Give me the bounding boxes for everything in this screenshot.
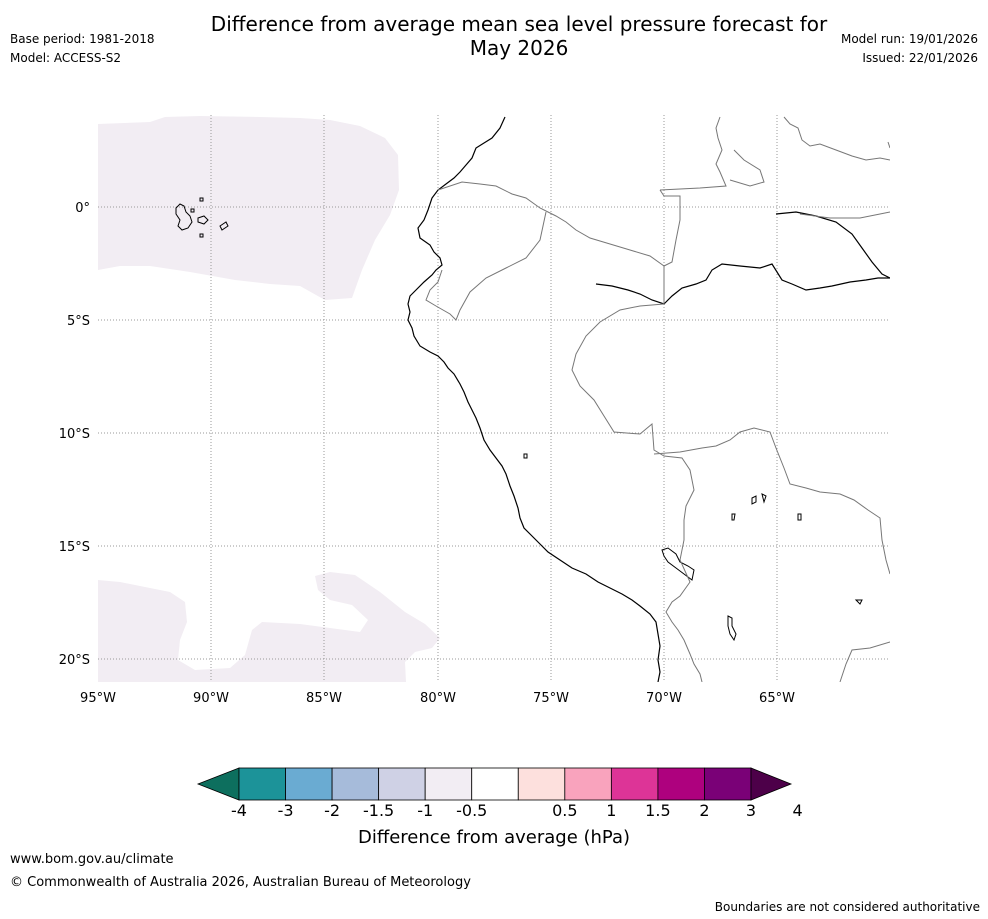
footer-url: www.bom.gov.au/climate (10, 852, 174, 867)
colorbar-tick-label: -3 (278, 801, 294, 820)
lat-label: 20°S (59, 653, 90, 668)
latitude-labels: 0° 5°S 10°S 15°S 20°S (59, 201, 90, 668)
small-lakes (523, 453, 863, 642)
gridlines (98, 115, 890, 682)
chart-title: Difference from average mean sea level p… (0, 12, 988, 60)
country-borders (425, 116, 890, 682)
colorbar-swatch (657, 767, 705, 801)
title-line-1: Difference from average mean sea level p… (210, 12, 828, 36)
colorbar-tick-label: -1.5 (363, 801, 394, 820)
model-run: Model run: 19/01/2026 (840, 32, 978, 46)
lat-label: 5°S (67, 314, 90, 329)
colorbar-extend-high (750, 767, 793, 801)
colorbar-swatch (610, 767, 659, 801)
lat-label: 0° (75, 201, 90, 216)
base-period: Base period: 1981-2018 (10, 32, 155, 46)
colorbar-tick-label: 0.5 (552, 801, 577, 820)
colorbar-swatch (471, 767, 519, 801)
colorbar-swatch (285, 767, 333, 801)
lon-label: 80°W (420, 691, 456, 706)
lon-label: 75°W (533, 691, 569, 706)
lon-label: 65°W (759, 691, 795, 706)
longitude-labels: 95°W 90°W 85°W 80°W 75°W 70°W 65°W (80, 691, 795, 706)
coastline (407, 116, 661, 682)
issued-date: Issued: 22/01/2026 (862, 51, 978, 65)
colorbar-swatch (238, 767, 286, 801)
colorbar-swatch (331, 767, 380, 801)
lat-label: 10°S (59, 427, 90, 442)
anomaly-region-north (98, 116, 399, 300)
lat-label: 15°S (59, 540, 90, 555)
colorbar-tick-label: 3 (746, 801, 756, 820)
colorbar-swatch (517, 767, 566, 801)
footer-disclaimer: Boundaries are not considered authoritat… (714, 900, 980, 914)
colorbar-title: Difference from average (hPa) (358, 827, 630, 848)
colorbar-tick-label: -4 (231, 801, 247, 820)
lon-label: 95°W (80, 691, 116, 706)
galapagos-islands (175, 197, 229, 238)
title-line-2: May 2026 (469, 36, 569, 60)
lon-label: 70°W (646, 691, 682, 706)
colorbar-tick-label: -0.5 (456, 801, 487, 820)
colorbar: -4 -3 -2 -1.5 -1 -0.5 0.5 1 1.5 2 3 4 Difference fro… (196, 767, 803, 848)
colorbar-swatch (424, 767, 473, 801)
colorbar-extend-low (196, 767, 240, 801)
colorbar-tick-label: 4 (792, 801, 802, 820)
colorbar-tick-label: -1 (417, 801, 433, 820)
map-area (98, 115, 890, 682)
colorbar-swatch (704, 767, 752, 801)
lon-label: 85°W (306, 691, 342, 706)
colorbar-swatch (564, 767, 612, 801)
colorbar-tick-label: 1.5 (645, 801, 670, 820)
model-name: Model: ACCESS-S2 (10, 51, 122, 65)
colorbar-tick-label: 2 (699, 801, 709, 820)
colorbar-tick-label: 1 (606, 801, 616, 820)
anomaly-region-south (98, 572, 440, 682)
lon-label: 90°W (193, 691, 229, 706)
colorbar-swatch (378, 767, 426, 801)
rio-negro (775, 211, 890, 279)
footer-copyright: © Commonwealth of Australia 2026, Austra… (10, 875, 471, 890)
amazon-river (595, 263, 890, 305)
lake-titicaca (661, 547, 695, 581)
colorbar-tick-label: -2 (324, 801, 340, 820)
